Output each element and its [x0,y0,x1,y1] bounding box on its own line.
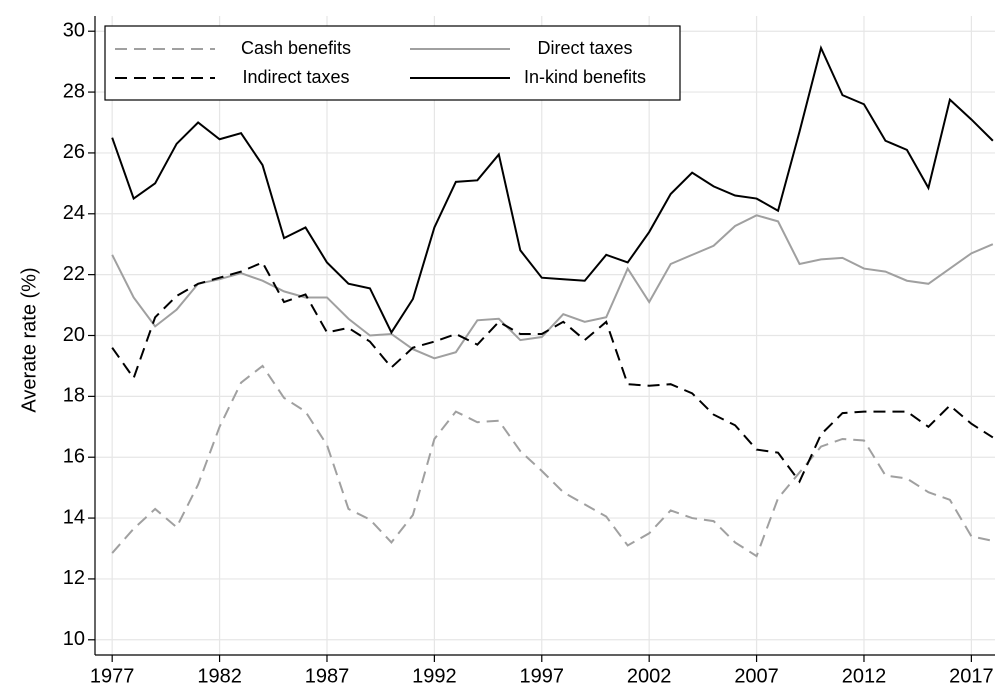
legend-label: Cash benefits [241,38,351,58]
y-tick-label: 28 [63,80,85,102]
x-tick-label: 2007 [734,665,779,687]
x-tick-label: 2017 [949,665,994,687]
y-tick-label: 26 [63,141,85,163]
legend-box [104,25,681,101]
y-tick-label: 12 [63,567,85,589]
series-line [111,44,994,335]
legend-label: Direct taxes [537,38,632,58]
x-tick-label: 2002 [627,665,672,687]
y-tick-label: 20 [63,324,85,346]
x-tick-label: 1977 [90,665,135,687]
y-tick-label: 18 [63,385,85,407]
legend: Cash benefits Direct taxes Indirect taxes I… [104,25,681,101]
y-tick-label: 22 [63,263,85,285]
series-line [111,261,994,484]
x-tick-label: 2012 [842,665,887,687]
legend-label: Indirect taxes [242,67,349,87]
y-tick-label: 16 [63,445,85,467]
series-line [111,364,994,558]
y-tick-label: 14 [63,506,85,528]
x-tick-label: 1992 [412,665,457,687]
x-tick-label: 1987 [305,665,350,687]
y-tick-label: 24 [63,202,85,224]
series-line [111,214,994,360]
y-tick-label: 30 [63,19,85,41]
x-tick-label: 1997 [520,665,565,687]
y-axis-label: Averate rate (%) [18,267,40,412]
legend-label: In-kind benefits [524,67,646,87]
y-tick-label: 10 [63,628,85,650]
x-tick-label: 1982 [197,665,242,687]
